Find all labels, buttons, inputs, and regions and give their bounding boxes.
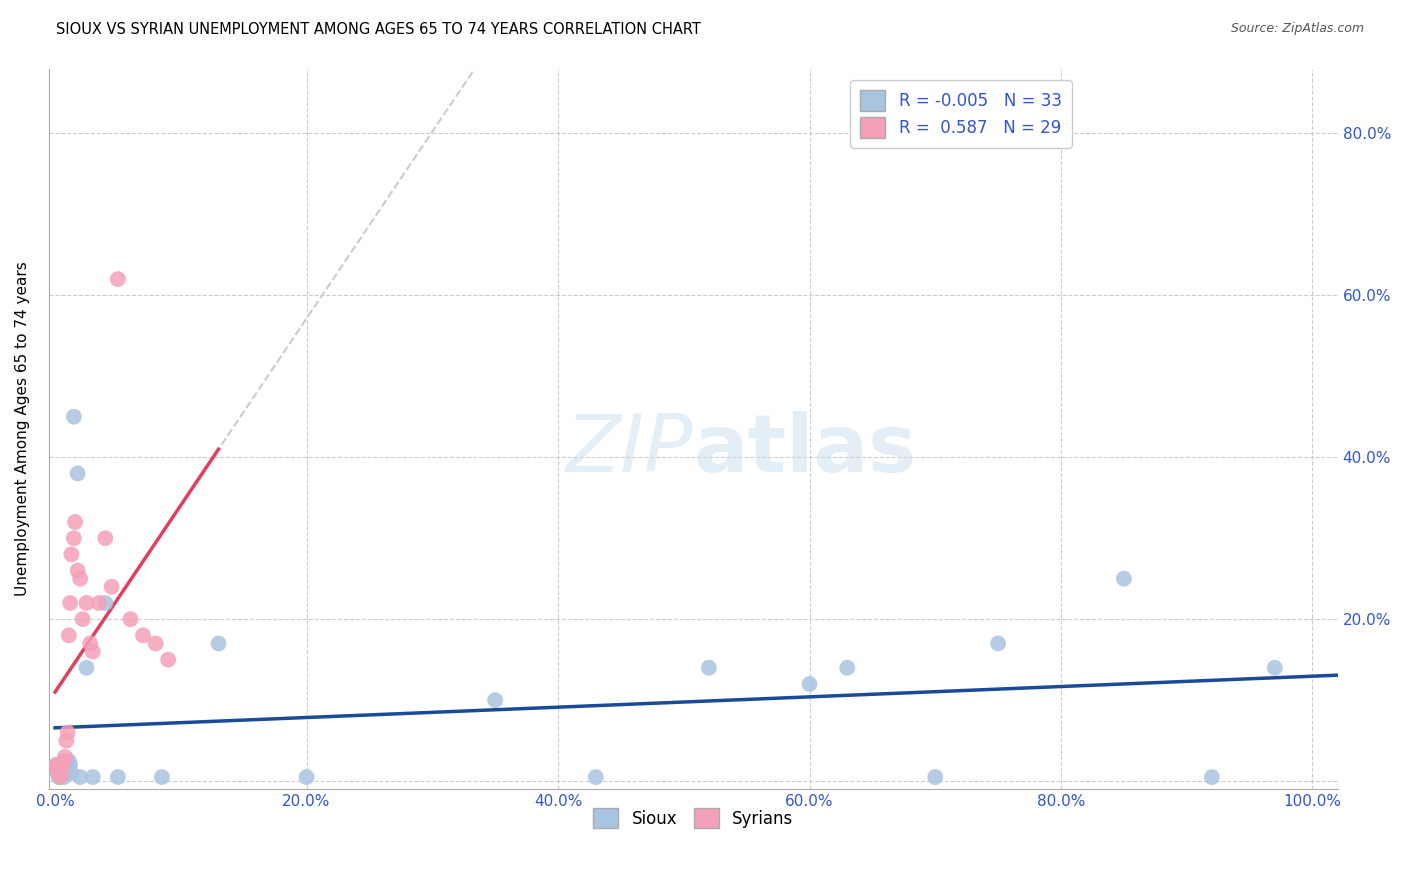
Point [837, 661, 859, 675]
Point [76, 661, 98, 675]
Point [58, 628, 80, 642]
Point [45, 758, 67, 772]
Point [82, 770, 104, 784]
Point [799, 677, 821, 691]
Point [157, 653, 180, 667]
Point [69, 770, 91, 784]
Point [120, 612, 142, 626]
Point [295, 770, 318, 784]
Point [94, 596, 117, 610]
Point [49, 762, 72, 776]
Point [63, 409, 86, 424]
Point [1264, 661, 1286, 675]
Text: ZIP: ZIP [565, 411, 693, 490]
Point [52, 754, 75, 768]
Point [76, 596, 98, 610]
Point [45, 758, 67, 772]
Point [697, 661, 720, 675]
Point [49, 770, 72, 784]
Point [987, 636, 1010, 650]
Point [52, 758, 75, 772]
Point [207, 636, 229, 650]
Point [60, 766, 83, 780]
Point [69, 572, 91, 586]
Point [60, 548, 83, 562]
Point [56, 725, 79, 739]
Point [107, 770, 129, 784]
Point [48, 766, 70, 780]
Point [145, 636, 167, 650]
Point [132, 628, 155, 642]
Point [55, 762, 77, 776]
Text: Source: ZipAtlas.com: Source: ZipAtlas.com [1230, 22, 1364, 36]
Point [585, 770, 607, 784]
Point [94, 531, 117, 545]
Point [79, 636, 101, 650]
Point [484, 693, 506, 707]
Text: atlas: atlas [693, 411, 917, 490]
Point [55, 733, 77, 747]
Point [52, 766, 75, 780]
Point [72, 612, 94, 626]
Point [56, 758, 79, 772]
Point [150, 770, 173, 784]
Point [63, 515, 86, 529]
Point [46, 762, 69, 776]
Point [107, 272, 129, 286]
Point [51, 758, 73, 772]
Y-axis label: Unemployment Among Ages 65 to 74 years: Unemployment Among Ages 65 to 74 years [15, 261, 30, 596]
Point [59, 596, 82, 610]
Text: SIOUX VS SYRIAN UNEMPLOYMENT AMONG AGES 65 TO 74 YEARS CORRELATION CHART: SIOUX VS SYRIAN UNEMPLOYMENT AMONG AGES … [56, 22, 702, 37]
Point [87, 596, 110, 610]
Point [66, 564, 89, 578]
Point [53, 749, 76, 764]
Point [100, 580, 122, 594]
Point [53, 766, 76, 780]
Point [66, 467, 89, 481]
Point [46, 766, 69, 780]
Point [48, 770, 70, 784]
Point [63, 531, 86, 545]
Point [58, 754, 80, 768]
Point [1201, 770, 1223, 784]
Point [59, 758, 82, 772]
Point [82, 644, 104, 658]
Legend: Sioux, Syrians: Sioux, Syrians [586, 801, 800, 835]
Point [924, 770, 946, 784]
Point [1112, 572, 1135, 586]
Point [51, 766, 73, 780]
Point [52, 770, 75, 784]
